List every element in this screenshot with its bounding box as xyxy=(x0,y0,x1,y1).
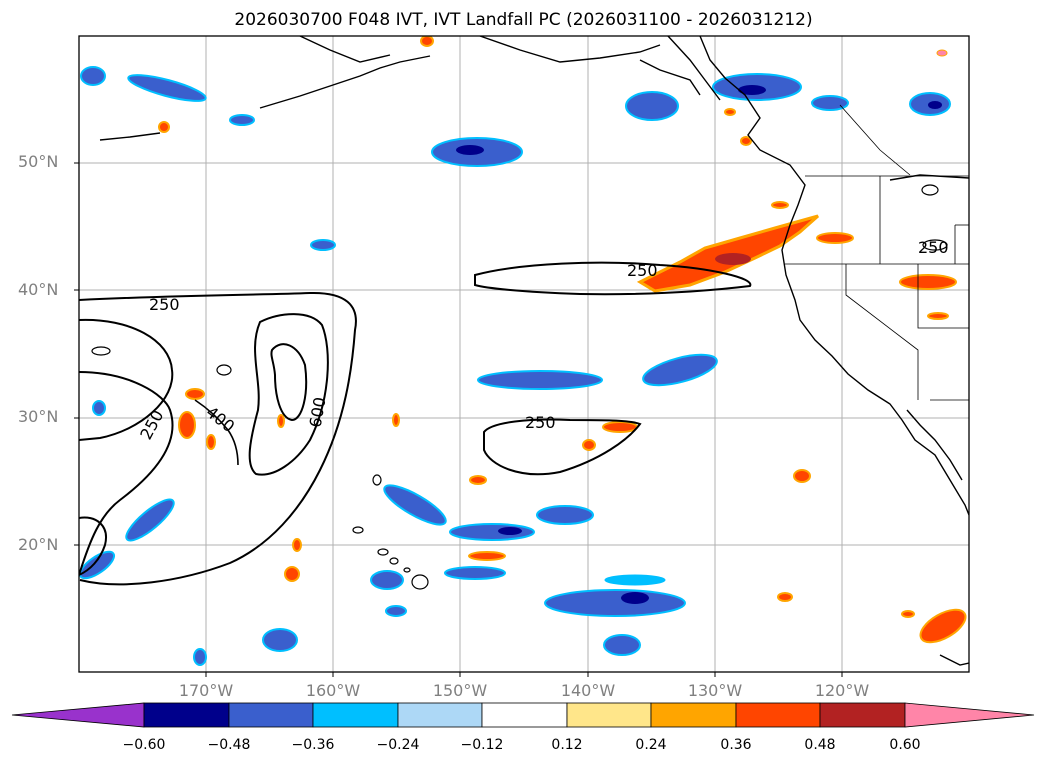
blob-neg-10 xyxy=(477,370,603,390)
blob-pos-2 xyxy=(816,232,854,244)
blob-pos-12 xyxy=(284,566,300,582)
colorbar-tick-label: 0.60 xyxy=(889,737,921,753)
blob-pos-13 xyxy=(292,538,302,552)
colorbar-extend-low xyxy=(11,702,145,728)
colorbar-extend-high xyxy=(904,702,1035,728)
blob-neg-25 xyxy=(193,648,207,666)
colorbar-tick-label: 0.48 xyxy=(804,737,836,753)
blob-neg-11 xyxy=(642,353,718,387)
blob-pos-19 xyxy=(277,414,285,428)
lon-label-130w: 130°W xyxy=(687,681,743,700)
blob-pos-20 xyxy=(740,136,752,146)
blob-pos-21 xyxy=(724,108,736,116)
colorbar-bin-9 xyxy=(819,702,906,728)
lon-label-160w: 160°W xyxy=(305,681,361,700)
colorbar-tick-label: −0.36 xyxy=(291,737,335,753)
coastlines xyxy=(99,36,969,666)
contour-label-250-b: 250 xyxy=(627,261,658,280)
blob-neg-17 xyxy=(92,400,106,416)
map-area: 250 250 250 250 400 600 250 xyxy=(79,36,969,672)
blob-neg-8 xyxy=(229,114,255,126)
negative-pc-regions xyxy=(79,66,951,666)
blob-neg-18 xyxy=(544,589,686,617)
blob-neg-4 xyxy=(127,74,207,102)
colorbar-tick-label: −0.48 xyxy=(207,737,251,753)
blob-pos-17 xyxy=(158,121,170,133)
blob-neg-3 xyxy=(625,91,679,121)
blob-pos-5 xyxy=(602,421,638,433)
blob-pos-23 xyxy=(927,312,949,320)
lat-label-20n: 20°N xyxy=(18,535,59,554)
blob-pos-8 xyxy=(469,475,487,485)
blob-pos-6 xyxy=(582,439,596,451)
contour-label-250-e: 250 xyxy=(918,238,949,257)
blob-pos-4 xyxy=(919,608,967,644)
lon-label-140w: 140°W xyxy=(560,681,616,700)
blob-neg-14 xyxy=(536,505,594,525)
lat-label-30n: 30°N xyxy=(18,407,59,426)
lon-label-120w: 120°W xyxy=(814,681,870,700)
blob-pos-atmospheric-river xyxy=(636,214,819,293)
colorbar-tick-label: 0.12 xyxy=(551,737,583,753)
blob-pos-14 xyxy=(793,469,811,483)
blob-neg-12 xyxy=(383,484,447,526)
lat-label-40n: 40°N xyxy=(18,280,59,299)
lon-label-150w: 150°W xyxy=(432,681,488,700)
contour-label-250-a: 250 xyxy=(149,295,180,314)
blob-neg-24 xyxy=(604,574,666,586)
colorbar-tick-label: 0.36 xyxy=(720,737,752,753)
colorbar-bin-6 xyxy=(566,702,652,728)
blob-neg-16 xyxy=(79,550,116,580)
blob-pos-16 xyxy=(420,36,434,47)
blob-neg-6 xyxy=(811,95,849,111)
blob-pos-9 xyxy=(178,411,196,439)
blob-pos-22 xyxy=(901,610,915,618)
blob-neg-22 xyxy=(603,634,641,656)
colorbar-tick-label: −0.24 xyxy=(376,737,420,753)
contour-label-250-c: 250 xyxy=(525,413,556,432)
blob-pos-3 xyxy=(899,274,957,290)
ivt-contours xyxy=(79,261,752,586)
blob-neg-9 xyxy=(310,239,336,251)
gridlines xyxy=(79,36,969,672)
blob-neg-20 xyxy=(370,570,404,590)
colorbar xyxy=(11,702,1035,728)
colorbar-bin-3 xyxy=(312,702,399,728)
map-frame xyxy=(78,35,970,673)
blob-pos-24 xyxy=(771,201,789,209)
colorbar-bin-8 xyxy=(735,702,821,728)
lon-label-170w: 170°W xyxy=(178,681,234,700)
blob-neg-21 xyxy=(262,628,298,652)
borders xyxy=(785,104,969,401)
blob-neg-5 xyxy=(80,66,106,86)
positive-pc-regions xyxy=(158,36,967,644)
colorbar-tick-label: 0.24 xyxy=(635,737,667,753)
blob-pos-7 xyxy=(468,551,506,561)
blob-pos-15 xyxy=(777,592,793,602)
blob-neg-19 xyxy=(444,566,506,580)
blob-neg-13 xyxy=(449,523,535,541)
blob-pos-18 xyxy=(392,413,400,427)
blob-neg-2 xyxy=(712,73,802,101)
hawaiian-islands xyxy=(91,184,948,590)
lat-label-50n: 50°N xyxy=(18,152,59,171)
colorbar-bin-5 xyxy=(481,702,568,728)
colorbar-bin-4 xyxy=(397,702,483,728)
blob-neg-1 xyxy=(431,137,523,167)
map-title: 2026030700 F048 IVT, IVT Landfall PC (20… xyxy=(234,10,813,30)
colorbar-bin-1 xyxy=(143,702,230,728)
blob-pos-25 xyxy=(936,49,948,57)
blob-pos-11 xyxy=(206,434,216,450)
axis-ticks xyxy=(74,162,843,677)
colorbar-tick-label: −0.12 xyxy=(460,737,504,753)
blob-neg-15 xyxy=(125,498,175,542)
blob-neg-23 xyxy=(385,605,407,617)
blob-neg-7 xyxy=(909,92,951,116)
colorbar-tick-label: −0.60 xyxy=(122,737,166,753)
blob-pos-10 xyxy=(185,388,205,400)
colorbar-bin-2 xyxy=(228,702,314,728)
colorbar-bin-7 xyxy=(650,702,737,728)
